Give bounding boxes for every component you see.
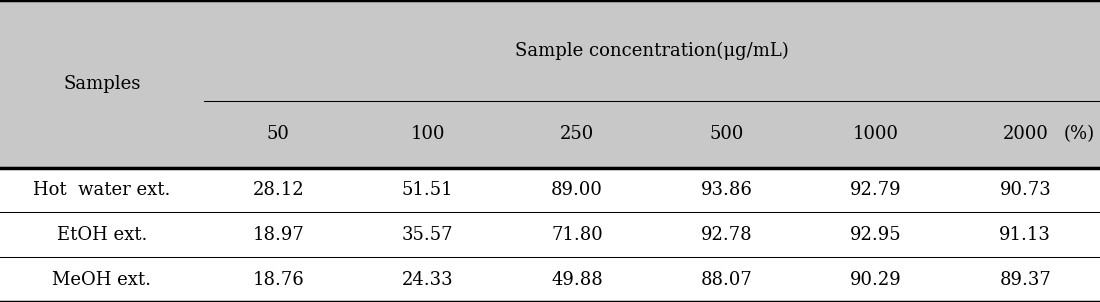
Text: 49.88: 49.88 bbox=[551, 271, 603, 289]
Text: 93.86: 93.86 bbox=[701, 181, 752, 199]
Text: 100: 100 bbox=[410, 125, 444, 143]
Text: 18.76: 18.76 bbox=[252, 271, 304, 289]
Text: Samples: Samples bbox=[63, 75, 141, 93]
Text: 92.95: 92.95 bbox=[850, 226, 902, 244]
Text: 24.33: 24.33 bbox=[402, 271, 453, 289]
Text: 89.37: 89.37 bbox=[1000, 271, 1052, 289]
Text: EtOH ext.: EtOH ext. bbox=[56, 226, 147, 244]
Text: 91.13: 91.13 bbox=[1000, 226, 1052, 244]
Text: 71.80: 71.80 bbox=[551, 226, 603, 244]
Text: 35.57: 35.57 bbox=[402, 226, 453, 244]
Text: (%): (%) bbox=[1064, 125, 1094, 143]
Text: 90.29: 90.29 bbox=[850, 271, 902, 289]
Text: 88.07: 88.07 bbox=[701, 271, 752, 289]
Text: 18.97: 18.97 bbox=[252, 226, 304, 244]
Text: 92.79: 92.79 bbox=[850, 181, 902, 199]
Text: 92.78: 92.78 bbox=[701, 226, 752, 244]
Text: 90.73: 90.73 bbox=[1000, 181, 1052, 199]
Text: 2000: 2000 bbox=[1002, 125, 1048, 143]
Text: Sample concentration(μg/mL): Sample concentration(μg/mL) bbox=[515, 41, 789, 60]
Text: 500: 500 bbox=[710, 125, 744, 143]
Text: 1000: 1000 bbox=[852, 125, 899, 143]
Text: MeOH ext.: MeOH ext. bbox=[53, 271, 152, 289]
Text: 89.00: 89.00 bbox=[551, 181, 603, 199]
Text: 50: 50 bbox=[267, 125, 289, 143]
Text: 250: 250 bbox=[560, 125, 594, 143]
Text: Hot  water ext.: Hot water ext. bbox=[33, 181, 170, 199]
Text: 51.51: 51.51 bbox=[402, 181, 453, 199]
Text: 28.12: 28.12 bbox=[252, 181, 304, 199]
